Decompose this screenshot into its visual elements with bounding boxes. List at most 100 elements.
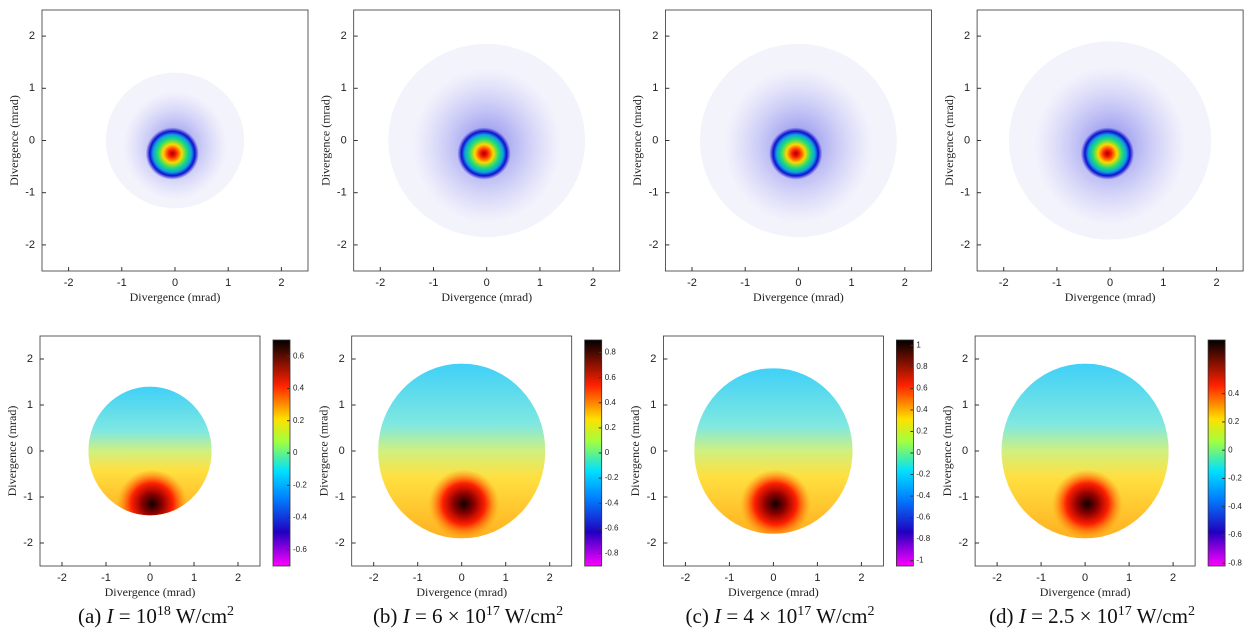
beam-core <box>769 127 823 180</box>
colorbar-tick-label: 0 <box>1228 445 1233 454</box>
colorbar-tick-label: -0.2 <box>605 473 619 482</box>
x-axis-label: Divergence (mrad) <box>728 585 819 599</box>
colorbar-tick-label: 0 <box>293 448 298 457</box>
y-tick-label: 0 <box>652 134 658 146</box>
x-tick-label: -1 <box>117 277 127 289</box>
caption: (c) I = 4 × 1017 W/cm2 <box>685 604 875 628</box>
beam-core <box>1080 127 1135 180</box>
y-tick-label: 0 <box>339 445 345 457</box>
x-tick-label: -1 <box>101 572 111 584</box>
x-tick-label: 0 <box>172 277 178 289</box>
y-tick-label: 2 <box>962 353 968 365</box>
x-tick-label: -1 <box>413 572 423 584</box>
y-tick-label: -2 <box>23 537 33 549</box>
y-axis-label: Divergence (mrad) <box>5 406 19 497</box>
y-tick-label: -1 <box>337 187 347 199</box>
colorbar-tick-label: 0.6 <box>605 373 617 382</box>
colorbar-tick-label: 0 <box>605 448 610 457</box>
x-tick-label: -1 <box>429 277 439 289</box>
x-tick-label: 1 <box>225 277 231 289</box>
x-tick-label: -1 <box>725 572 735 584</box>
x-tick-label: 1 <box>814 572 820 584</box>
x-tick-label: -1 <box>1052 277 1062 289</box>
y-tick-label: -2 <box>335 537 345 549</box>
x-axis-label: Divergence (mrad) <box>416 585 507 599</box>
x-tick-label: 0 <box>1107 277 1113 289</box>
phase-map <box>378 363 546 539</box>
y-tick-label: -2 <box>960 239 970 251</box>
x-tick-label: 2 <box>590 277 596 289</box>
y-axis-label: Divergence (mrad) <box>628 406 642 497</box>
colorbar-tick-label: -0.4 <box>605 498 619 507</box>
x-tick-label: 1 <box>537 277 543 289</box>
y-tick-label: -1 <box>335 491 345 503</box>
x-tick-label: 2 <box>1170 572 1176 584</box>
colorbar-tick-label: 0.2 <box>605 423 617 432</box>
x-tick-label: 0 <box>484 277 490 289</box>
phase-hot <box>740 469 811 534</box>
y-tick-label: -1 <box>649 187 659 199</box>
y-tick-label: 1 <box>964 82 970 94</box>
colorbar-tick-label: 1 <box>916 340 921 349</box>
colorbar-tick-label: -0.6 <box>293 545 307 554</box>
y-axis-label: Divergence (mrad) <box>630 95 644 186</box>
y-tick-label: 1 <box>650 399 656 411</box>
x-tick-label: -2 <box>681 572 691 584</box>
phase-hot <box>117 469 188 516</box>
colorbar-tick-label: 0.6 <box>293 351 305 360</box>
phase-map <box>1001 363 1169 539</box>
y-tick-label: 2 <box>341 30 347 42</box>
y-tick-label: 1 <box>652 82 658 94</box>
x-tick-label: 0 <box>795 277 801 289</box>
y-tick-label: 0 <box>341 134 347 146</box>
y-tick-label: -1 <box>958 491 968 503</box>
x-tick-label: 0 <box>147 572 153 584</box>
x-tick-label: -2 <box>992 572 1002 584</box>
colorbar-tick-label: -0.8 <box>916 534 930 543</box>
y-tick-label: -1 <box>23 491 33 503</box>
phase-hot <box>428 469 500 539</box>
beam-core <box>457 127 511 180</box>
x-tick-label: 2 <box>1213 277 1219 289</box>
x-tick-label: -2 <box>64 277 74 289</box>
colorbar-tick-label: 0.4 <box>605 398 617 407</box>
colorbar-tick-label: -0.8 <box>1228 558 1242 567</box>
y-tick-label: 1 <box>341 82 347 94</box>
colorbar-tick-label: -0.6 <box>605 523 619 532</box>
y-tick-label: 0 <box>962 445 968 457</box>
x-tick-label: 0 <box>459 572 465 584</box>
colorbar-tick-label: 0.4 <box>1228 389 1240 398</box>
y-axis-label: Divergence (mrad) <box>316 406 330 497</box>
phase-hot <box>1052 469 1123 539</box>
y-axis-label: Divergence (mrad) <box>318 95 332 186</box>
y-tick-label: 0 <box>964 134 970 146</box>
colorbar-tick-label: -1 <box>916 556 924 565</box>
beam-core <box>145 127 199 180</box>
x-axis-label: Divergence (mrad) <box>753 290 844 304</box>
x-tick-label: 0 <box>1082 572 1088 584</box>
y-tick-label: -2 <box>337 239 347 251</box>
colorbar-tick-label: -0.8 <box>605 549 619 558</box>
colorbar-tick-label: 0.2 <box>293 416 305 425</box>
colorbar-tick-label: -0.4 <box>1228 502 1242 511</box>
x-tick-label: 1 <box>849 277 855 289</box>
x-tick-label: -2 <box>375 277 385 289</box>
x-tick-label: -1 <box>1036 572 1046 584</box>
x-tick-label: -2 <box>57 572 67 584</box>
caption: (a) I = 1018 W/cm2 <box>77 604 235 628</box>
x-tick-label: -1 <box>740 277 750 289</box>
y-tick-label: 2 <box>964 30 970 42</box>
colorbar-tick-label: 0.4 <box>916 405 928 414</box>
y-tick-label: 1 <box>29 82 35 94</box>
colorbar-tick-label: 0.8 <box>605 348 617 357</box>
colorbar-tick-label: 0 <box>916 448 921 457</box>
colorbar-tick-label: 0.8 <box>916 362 928 371</box>
colorbar-tick-label: -0.2 <box>916 470 930 479</box>
colorbar-tick-label: -0.6 <box>1228 530 1242 539</box>
y-tick-label: 1 <box>339 399 345 411</box>
colorbar-tick-label: -0.2 <box>293 480 307 489</box>
x-tick-label: 2 <box>547 572 553 584</box>
x-tick-label: 1 <box>191 572 197 584</box>
colorbar-tick-label: -0.4 <box>916 491 930 500</box>
